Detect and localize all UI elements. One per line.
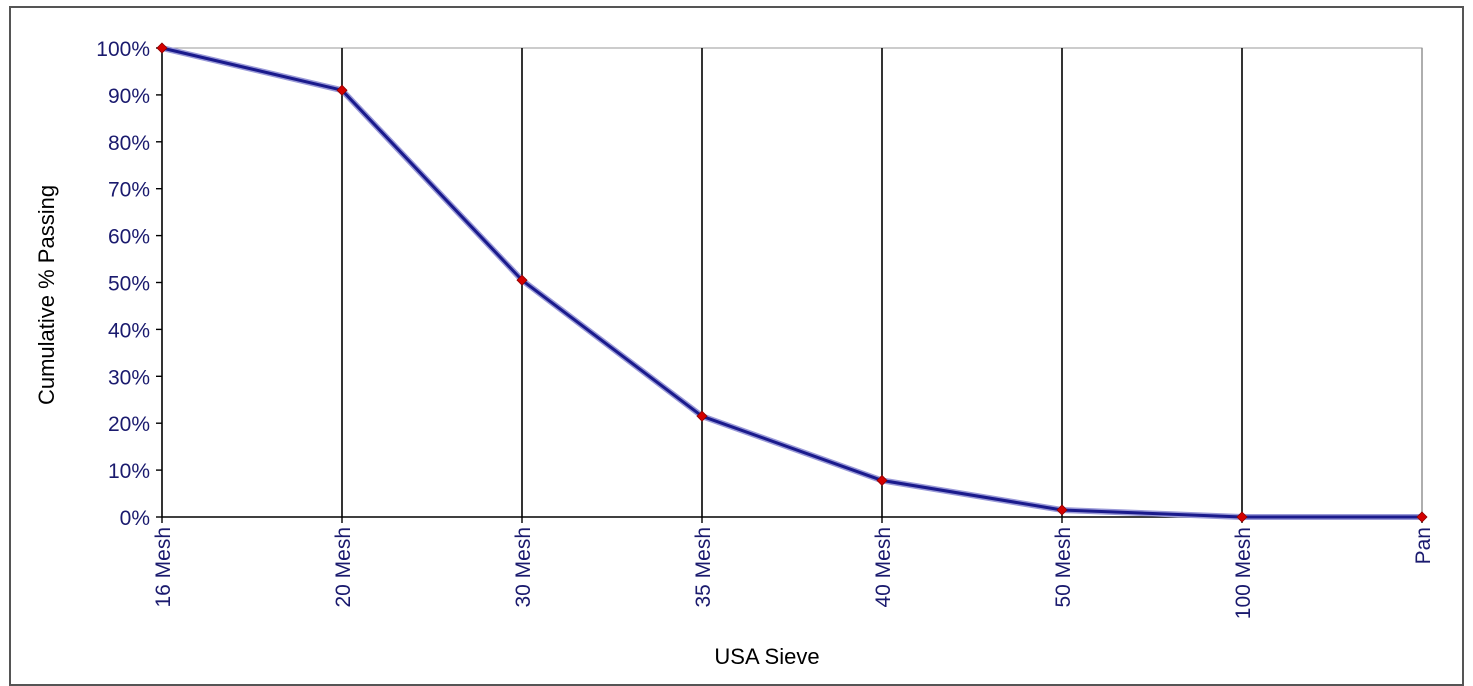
data-point-marker (876, 474, 888, 486)
x-tick-labels: 16 Mesh 20 Mesh 30 Mesh 35 Mesh 40 Mesh 50 Me… (152, 527, 1435, 619)
data-point-marker (1236, 511, 1248, 523)
y-tick-label: 20% (108, 413, 150, 436)
y-tick-label: 60% (108, 226, 150, 249)
series (156, 42, 1428, 523)
y-tick-labels: 0% 10% 20% 30% 40% 50% 60% 70% 80% 90% 100% (96, 38, 150, 530)
y-tick-label: 30% (108, 366, 150, 389)
x-tick-label: 30 Mesh (512, 527, 535, 608)
data-point-marker (336, 84, 348, 96)
x-tick-label: 40 Mesh (872, 527, 895, 608)
y-tick-label: 80% (108, 132, 150, 155)
y-tick-label: 40% (108, 319, 150, 342)
y-tick-label: 90% (108, 85, 150, 108)
data-point-marker (1056, 504, 1068, 516)
x-tick-label: 16 Mesh (152, 527, 175, 608)
x-tick-label: 100 Mesh (1232, 527, 1255, 619)
x-axis-title: USA Sieve (714, 644, 819, 669)
y-tick-label: 100% (96, 38, 150, 61)
x-tick-label: Pan (1412, 527, 1435, 564)
y-tick-label: 70% (108, 179, 150, 202)
data-point-marker (516, 274, 528, 286)
series-line (161, 46, 1422, 519)
x-tick-label: 20 Mesh (332, 527, 355, 608)
data-point-marker (696, 410, 708, 422)
y-tick-label: 0% (120, 507, 150, 530)
x-tick-label: 35 Mesh (692, 527, 715, 608)
data-point-marker (1416, 511, 1428, 523)
data-point-marker (156, 42, 168, 54)
y-tick-label: 10% (108, 460, 150, 483)
x-tick-label: 50 Mesh (1052, 527, 1075, 608)
y-tick-label: 50% (108, 273, 150, 296)
y-axis-title: Cumulative % Passing (34, 185, 59, 405)
